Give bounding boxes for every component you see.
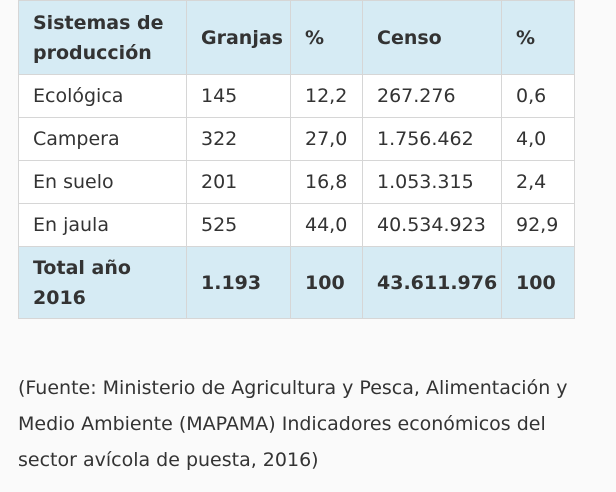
header-farms: Granjas: [186, 0, 291, 75]
total-census: 43.611.976: [362, 246, 502, 319]
cell-system: En jaula: [18, 203, 187, 247]
cell-census: 1.756.462: [362, 117, 502, 161]
cell-system: En suelo: [18, 160, 187, 204]
production-systems-table: Sistemas de producción Granjas % Censo %…: [18, 0, 575, 319]
cell-census-percent: 0,6: [501, 74, 575, 118]
table-row: En suelo 201 16,8 1.053.315 2,4: [18, 160, 575, 204]
cell-farms: 322: [186, 117, 291, 161]
cell-farms: 201: [186, 160, 291, 204]
total-label: Total año 2016: [18, 246, 187, 319]
table-header-row: Sistemas de producción Granjas % Censo %: [18, 0, 575, 75]
total-farms-percent: 100: [290, 246, 363, 319]
cell-farms-percent: 12,2: [290, 74, 363, 118]
cell-census: 40.534.923: [362, 203, 502, 247]
cell-farms-percent: 27,0: [290, 117, 363, 161]
cell-farms-percent: 16,8: [290, 160, 363, 204]
source-note: (Fuente: Ministerio de Agricultura y Pes…: [18, 377, 568, 471]
cell-farms-percent: 44,0: [290, 203, 363, 247]
table-row: En jaula 525 44,0 40.534.923 92,9: [18, 203, 575, 247]
cell-census-percent: 92,9: [501, 203, 575, 247]
table-total-row: Total año 2016 1.193 100 43.611.976 100: [18, 246, 575, 319]
cell-census: 267.276: [362, 74, 502, 118]
header-production-system: Sistemas de producción: [18, 0, 187, 75]
table-row: Campera 322 27,0 1.756.462 4,0: [18, 117, 575, 161]
cell-census-percent: 2,4: [501, 160, 575, 204]
cell-census: 1.053.315: [362, 160, 502, 204]
cell-system: Campera: [18, 117, 187, 161]
cell-farms: 145: [186, 74, 291, 118]
cell-census-percent: 4,0: [501, 117, 575, 161]
cell-system: Ecológica: [18, 74, 187, 118]
header-census-percent: %: [501, 0, 575, 75]
header-census: Censo: [362, 0, 502, 75]
total-census-percent: 100: [501, 246, 575, 319]
header-farms-percent: %: [290, 0, 363, 75]
table-row: Ecológica 145 12,2 267.276 0,6: [18, 74, 575, 118]
total-farms: 1.193: [186, 246, 291, 319]
cell-farms: 525: [186, 203, 291, 247]
